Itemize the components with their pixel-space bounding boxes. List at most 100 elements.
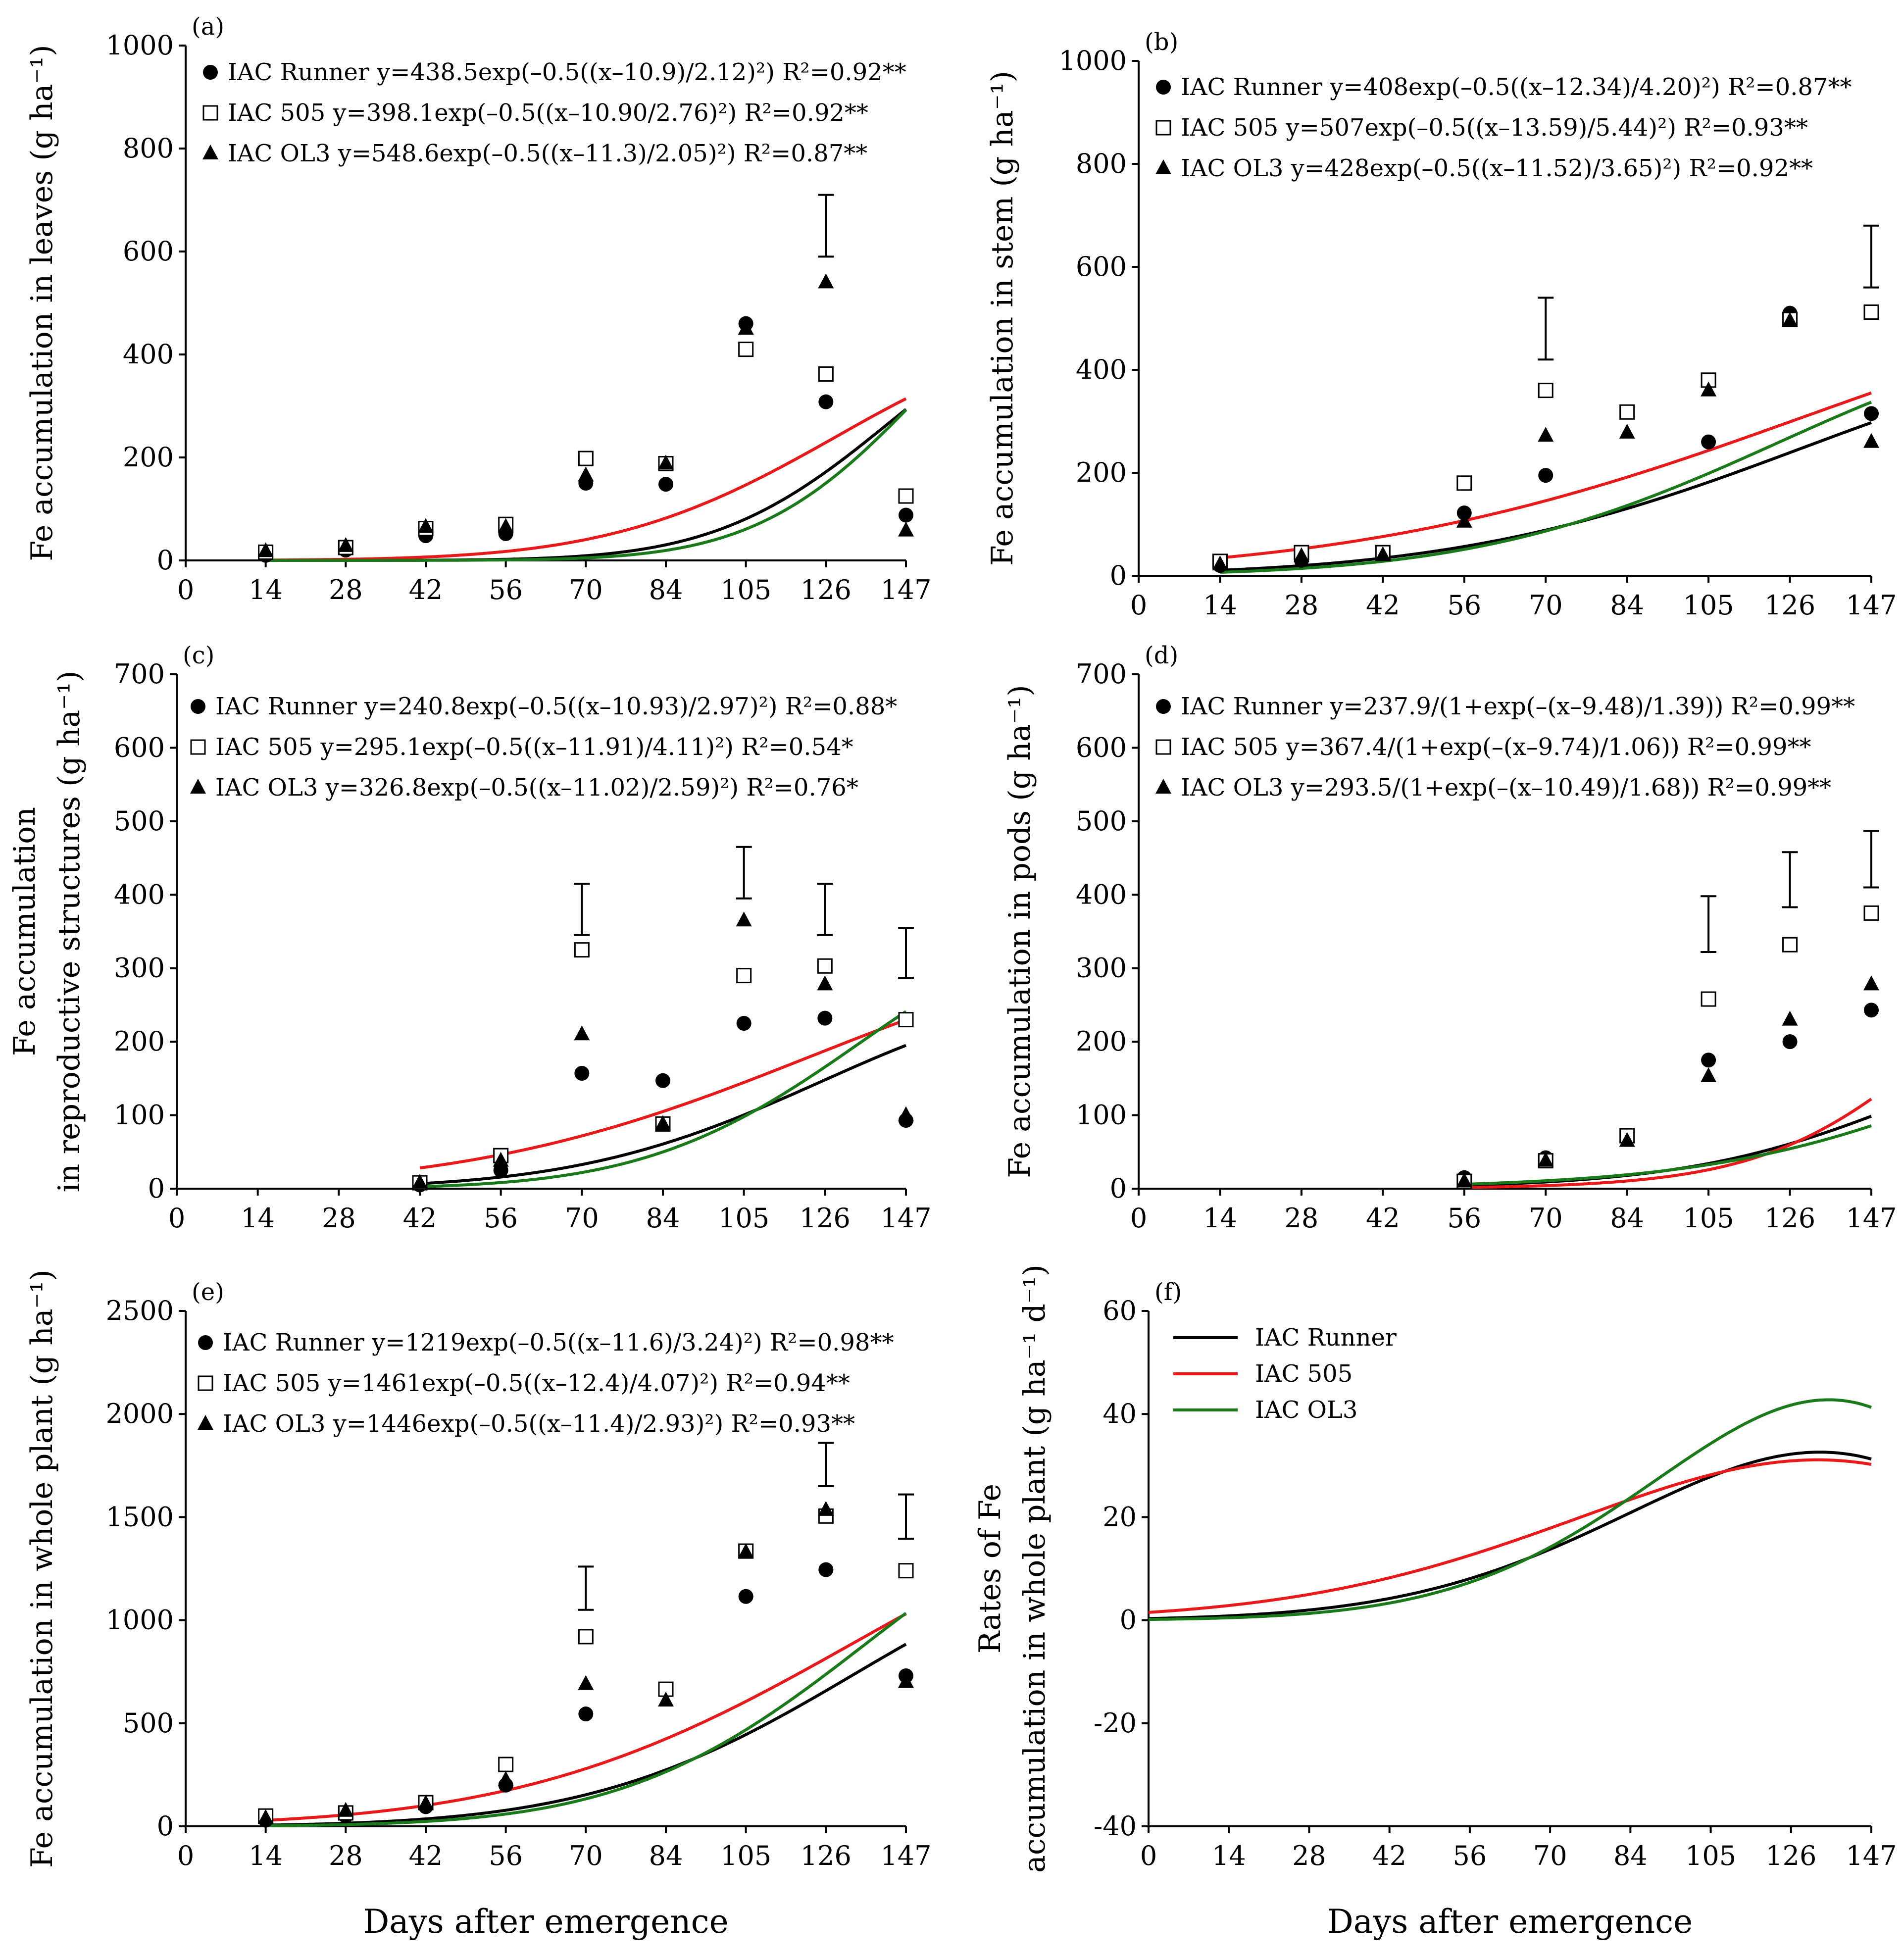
chart-panel: 0 100 200 300 400 500 600 700 0 14 28 42 56 70 84 105 12… bbox=[1002, 642, 1897, 1234]
x-tick-label: 56 bbox=[1453, 1840, 1487, 1871]
x-tick-label: 14 bbox=[1203, 590, 1237, 621]
y-tick-label: 60 bbox=[1102, 1295, 1137, 1326]
legend-equation: IAC OL3 y=548.6exp(–0.5((x–11.3)/2.05)²)… bbox=[228, 140, 867, 167]
x-tick-label: 147 bbox=[1846, 590, 1897, 621]
x-tick-label: 70 bbox=[569, 574, 603, 605]
legend-equation: IAC Runner y=1219exp(–0.5((x–11.6)/3.24)… bbox=[223, 1329, 894, 1356]
data-point bbox=[1375, 546, 1391, 561]
data-point bbox=[658, 1691, 674, 1707]
fit-curve-iac-ol3 bbox=[265, 1612, 907, 1827]
data-point bbox=[1619, 1132, 1635, 1147]
data-point bbox=[1782, 937, 1798, 953]
panel-label: (c) bbox=[183, 642, 214, 669]
legend-label: IAC 505 bbox=[1255, 1360, 1353, 1388]
x-tick-label: 0 bbox=[1140, 1840, 1157, 1871]
legend-marker bbox=[190, 739, 206, 755]
legend-marker bbox=[198, 1375, 213, 1391]
chart-panel: -40 -20 0 20 40 60 0 14 28 42 56 70 84 105 126 147 Rates… bbox=[973, 1264, 1897, 1941]
data-point bbox=[338, 1802, 354, 1817]
y-tick-label: 0 bbox=[157, 545, 174, 576]
y-tick-label: 40 bbox=[1102, 1398, 1137, 1429]
x-tick-label: 84 bbox=[646, 1203, 680, 1234]
x-tick-label: 14 bbox=[249, 574, 283, 605]
legend-equation: IAC 505 y=398.1exp(–0.5((x–10.90/2.76)²)… bbox=[228, 99, 868, 127]
fit-curve-iac-ol3 bbox=[265, 408, 907, 562]
data-point bbox=[498, 1771, 514, 1786]
fit-curve-iac-505 bbox=[1464, 1098, 1872, 1189]
legend-equation: IAC Runner y=240.8exp(–0.5((x–10.93)/2.9… bbox=[215, 693, 897, 720]
x-tick-label: 105 bbox=[1683, 1203, 1734, 1234]
fit-curve-iac-ol3 bbox=[1149, 1398, 1872, 1621]
x-tick-label: 105 bbox=[1685, 1840, 1736, 1871]
y-tick-label: 300 bbox=[1076, 953, 1127, 984]
fit-curve-iac-runner bbox=[1148, 1451, 1872, 1620]
x-tick-label: 147 bbox=[1846, 1840, 1897, 1871]
y-tick-label: 200 bbox=[1076, 1026, 1127, 1057]
data-point bbox=[1538, 427, 1554, 442]
x-tick-label: 0 bbox=[1130, 590, 1147, 621]
legend-marker bbox=[1155, 159, 1171, 174]
data-point bbox=[736, 968, 752, 984]
chart-panel: 0 200 400 600 800 1000 0 14 28 42 56 70 84 105 126 147 F… bbox=[25, 13, 932, 605]
data-point bbox=[899, 507, 913, 523]
legend-marker bbox=[202, 145, 218, 159]
x-tick-label: 14 bbox=[1212, 1840, 1246, 1871]
legend-marker bbox=[190, 779, 206, 794]
data-point bbox=[1456, 1172, 1472, 1188]
legend-equation: IAC OL3 y=1446exp(–0.5((x–11.4)/2.93)²) … bbox=[223, 1410, 855, 1438]
data-point bbox=[578, 466, 594, 482]
legend-marker bbox=[203, 65, 218, 80]
y-tick-label: 800 bbox=[123, 133, 174, 164]
y-tick-label: -40 bbox=[1094, 1810, 1137, 1842]
data-point bbox=[1701, 381, 1717, 397]
x-tick-label: 28 bbox=[1285, 1203, 1319, 1234]
legend-marker bbox=[202, 105, 218, 121]
y-tick-label: 100 bbox=[114, 1100, 165, 1131]
y-axis-title-line2: accumulation in whole plant (g ha⁻¹ d⁻¹) bbox=[1017, 1264, 1052, 1873]
y-tick-label: 0 bbox=[148, 1173, 165, 1204]
y-tick-label: 800 bbox=[1076, 148, 1127, 179]
y-tick-label: 500 bbox=[1076, 805, 1127, 837]
data-point bbox=[1863, 433, 1879, 448]
legend-marker bbox=[1156, 699, 1171, 714]
x-tick-label: 84 bbox=[649, 1840, 683, 1871]
y-tick-label: 2000 bbox=[106, 1398, 174, 1429]
x-tick-label: 105 bbox=[1683, 590, 1734, 621]
data-point bbox=[817, 975, 833, 991]
data-point bbox=[1864, 406, 1879, 421]
data-point bbox=[578, 1707, 594, 1722]
data-point bbox=[1619, 423, 1635, 439]
legend-label: IAC OL3 bbox=[1255, 1396, 1357, 1424]
chart-panel: 0 500 1000 1500 2000 2500 0 14 28 42 56 70 84 105 126 1… bbox=[25, 1269, 932, 1941]
data-point bbox=[736, 1016, 752, 1031]
x-tick-label: 56 bbox=[1447, 590, 1481, 621]
data-point bbox=[578, 1629, 594, 1645]
y-tick-label: 2500 bbox=[106, 1295, 174, 1326]
fit-curve-iac-505 bbox=[419, 1018, 907, 1170]
x-tick-label: 28 bbox=[329, 1840, 363, 1871]
data-point bbox=[817, 958, 833, 974]
data-point bbox=[338, 537, 354, 552]
fit-curve-iac-505 bbox=[265, 397, 907, 562]
fit-curve-iac-ol3 bbox=[1220, 401, 1872, 574]
data-point bbox=[578, 1675, 594, 1690]
y-tick-label: 0 bbox=[1110, 560, 1127, 591]
x-tick-label: 84 bbox=[1610, 590, 1644, 621]
x-tick-label: 147 bbox=[880, 1203, 931, 1234]
legend-marker bbox=[198, 1335, 213, 1350]
y-axis-title-line2: in reproductive structures (g ha⁻¹) bbox=[52, 671, 87, 1193]
y-tick-label: 600 bbox=[123, 236, 174, 267]
y-tick-label: 300 bbox=[114, 953, 165, 984]
y-axis-title: Fe accumulation in stem (g ha⁻¹) bbox=[985, 71, 1020, 566]
legend-label: IAC Runner bbox=[1255, 1324, 1397, 1352]
x-tick-label: 126 bbox=[801, 574, 852, 605]
fit-curve-iac-505 bbox=[1220, 391, 1872, 559]
data-point bbox=[578, 451, 594, 466]
x-tick-label: 105 bbox=[718, 1203, 769, 1234]
legend-equation: IAC 505 y=295.1exp(–0.5((x–11.91)/4.11)²… bbox=[215, 733, 853, 761]
legend-equation: IAC 505 y=367.4/(1+exp(–(x–9.74)/1.06)) … bbox=[1181, 733, 1811, 761]
y-tick-label: 0 bbox=[1120, 1605, 1137, 1636]
data-point bbox=[898, 1012, 914, 1028]
data-point bbox=[738, 1589, 753, 1604]
data-point bbox=[898, 521, 914, 537]
